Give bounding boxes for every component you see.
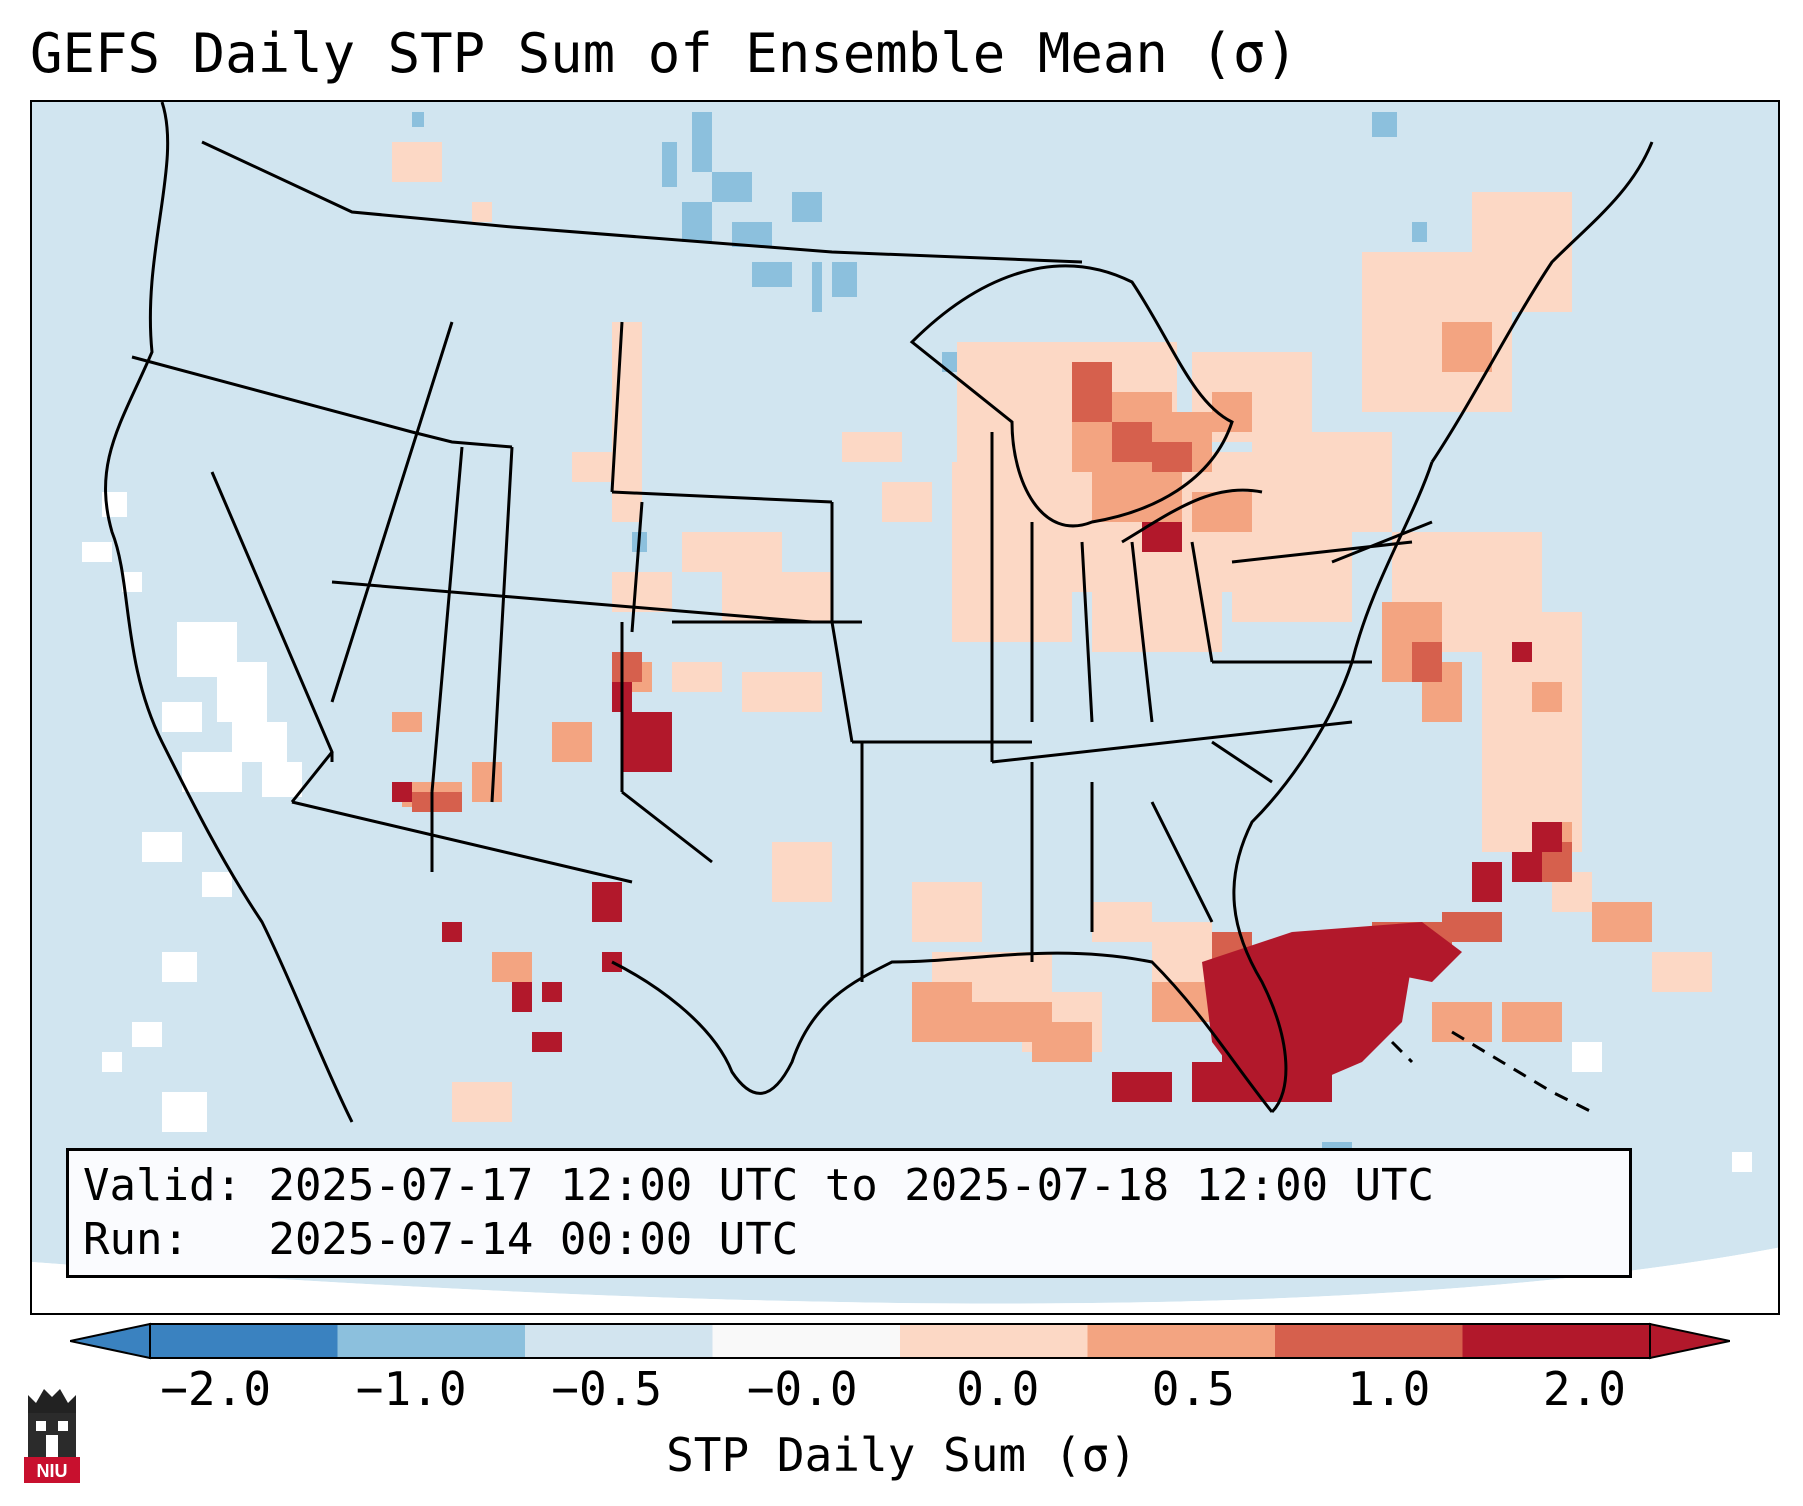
great-lakes [909, 264, 1234, 528]
northeast-coast [1430, 141, 1654, 463]
map-panel [30, 100, 1780, 1315]
colorbar-tick-label: −2.0 [160, 1362, 272, 1416]
colorbar-min-extend [70, 1322, 151, 1360]
validity-info-box: Valid: 2025-07-17 12:00 UTC to 2025-07-1… [66, 1148, 1632, 1278]
state-lines-east [990, 432, 1433, 962]
valid-label: Valid: [83, 1160, 242, 1211]
state-lines-west [131, 321, 813, 884]
colorbar-label: STP Daily Sum (σ) [666, 1428, 1137, 1482]
cuba-caribbean [1390, 1030, 1593, 1114]
colorbar-max-extend [1649, 1322, 1730, 1360]
colorbar-tick-label: 0.5 [1151, 1362, 1235, 1416]
colorbar-tick-label: −0.5 [551, 1362, 663, 1416]
us-canada-border [201, 140, 1083, 264]
colorbar-segment [1275, 1324, 1463, 1358]
colorbar-segment [337, 1324, 525, 1358]
coastline-west [104, 102, 354, 1123]
colorbar-segment [525, 1324, 713, 1358]
neutral-field [82, 492, 1752, 1207]
map-svg [32, 102, 1778, 1313]
niu-logo: NIU [24, 1389, 80, 1483]
colorbar-segment [150, 1324, 338, 1358]
colorbar-tick-label: 2.0 [1542, 1362, 1626, 1416]
colorbar-tick-label: −0.0 [746, 1362, 858, 1416]
gulf-coast [611, 951, 1274, 1113]
colorbar-segment [1462, 1324, 1650, 1358]
colorbar-segment [900, 1324, 1088, 1358]
chart-title: GEFS Daily STP Sum of Ensemble Mean (σ) [30, 22, 1298, 85]
run-time: 2025-07-14 00:00 UTC [268, 1214, 799, 1265]
boundaries [104, 102, 1654, 1123]
colorbar-tick-label: −1.0 [355, 1362, 467, 1416]
logo-text: NIU [37, 1461, 68, 1481]
colorbar-tick-label: 0.0 [956, 1362, 1040, 1416]
colorbar-tick-label: 1.0 [1347, 1362, 1431, 1416]
coastline-east [1232, 461, 1434, 1114]
outside-domain [32, 1247, 1778, 1313]
colorbar-segment [712, 1324, 900, 1358]
colorbar-segment [1087, 1324, 1275, 1358]
valid-time: 2025-07-17 12:00 UTC to 2025-07-18 12:00… [268, 1160, 1435, 1211]
lake-erie [1121, 488, 1263, 544]
run-label: Run: [83, 1214, 189, 1265]
colorbar [70, 1322, 1730, 1360]
state-lines-central [610, 321, 1032, 982]
